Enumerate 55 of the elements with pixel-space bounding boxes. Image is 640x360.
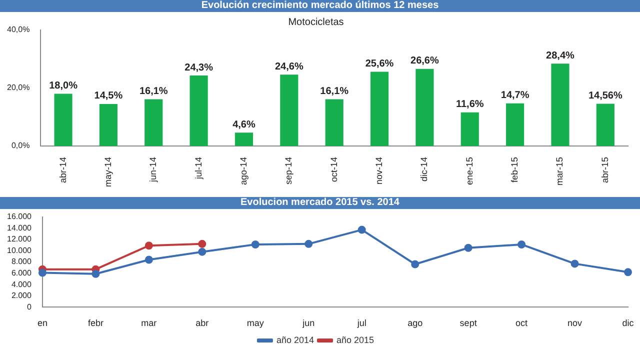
chart-subtitle: Motocicletas xyxy=(288,16,344,28)
x-tick-label: jun xyxy=(302,318,315,328)
data-label: 14,5% xyxy=(94,90,123,102)
legend-label: año 2015 xyxy=(336,334,374,345)
x-tick-label: sep-14 xyxy=(284,156,294,185)
y-tick-label: 4.000 xyxy=(11,280,32,289)
data-label: 14,7% xyxy=(500,90,530,102)
x-tick-label: abr-15 xyxy=(600,156,610,184)
y-tick-label: 16.000 xyxy=(7,212,32,222)
x-tick-label: ago xyxy=(408,318,423,328)
y-tick-label: 0 xyxy=(27,302,32,312)
x-tick-label: abr-14 xyxy=(58,156,68,184)
x-tick-label: abr xyxy=(196,318,209,328)
chart-title: Evolucion mercado 2015 vs. 2014 xyxy=(0,197,640,209)
data-label: 24,3% xyxy=(184,62,214,74)
x-tick-label: mar xyxy=(141,318,157,328)
x-tick-label: febr xyxy=(88,318,104,328)
x-tick-label: ene-15 xyxy=(464,156,474,186)
x-tick-label: feb-15 xyxy=(510,156,520,183)
x-tick-label: ago-14 xyxy=(238,156,248,186)
y-tick-label: 8.000 xyxy=(11,257,32,266)
y-tick-label: 12.000 xyxy=(7,234,32,244)
data-label: 14,56% xyxy=(588,90,622,102)
x-tick-label: may xyxy=(246,318,264,328)
x-tick-label: dic xyxy=(622,318,634,328)
x-tick-label: nov-14 xyxy=(374,156,384,185)
data-label: 18,0% xyxy=(49,80,78,92)
x-tick-label: sept xyxy=(460,318,478,328)
y-tick-label: 0,0% xyxy=(11,141,30,150)
data-label: 28,4% xyxy=(546,50,575,62)
chart-title: Evolución crecimiento mercado últimos 12 meses xyxy=(0,0,640,12)
data-label: 26,6% xyxy=(410,56,439,67)
y-tick-label: 20,0% xyxy=(6,83,30,92)
data-label: 4,6% xyxy=(232,119,256,130)
x-tick-label: mar-15 xyxy=(554,156,565,186)
x-tick-label: dic-14 xyxy=(419,156,430,182)
x-tick-label: nov xyxy=(568,318,583,328)
x-tick-label: en xyxy=(37,318,48,328)
x-tick-label: jun-14 xyxy=(148,156,158,184)
data-label: 11,6% xyxy=(456,99,484,110)
y-tick-label: 14.000 xyxy=(7,223,32,232)
data-label: 24,6% xyxy=(274,61,304,72)
data-label: 16,1% xyxy=(139,86,168,98)
y-tick-label: 10.000 xyxy=(7,246,32,255)
x-tick-label: may-14 xyxy=(102,156,113,188)
x-tick-label: jul-14 xyxy=(193,156,204,180)
x-tick-label: jul xyxy=(356,318,366,328)
x-tick-label: oct xyxy=(516,318,528,328)
data-label: 25,6% xyxy=(365,58,394,70)
y-tick-label: 6.000 xyxy=(11,268,32,278)
legend-label: año 2014 xyxy=(276,334,314,345)
data-label: 16,1% xyxy=(320,86,349,98)
y-tick-label: 2.000 xyxy=(11,291,32,300)
x-tick-label: oct-14 xyxy=(328,156,339,182)
y-tick-label: 40,0% xyxy=(6,25,30,34)
